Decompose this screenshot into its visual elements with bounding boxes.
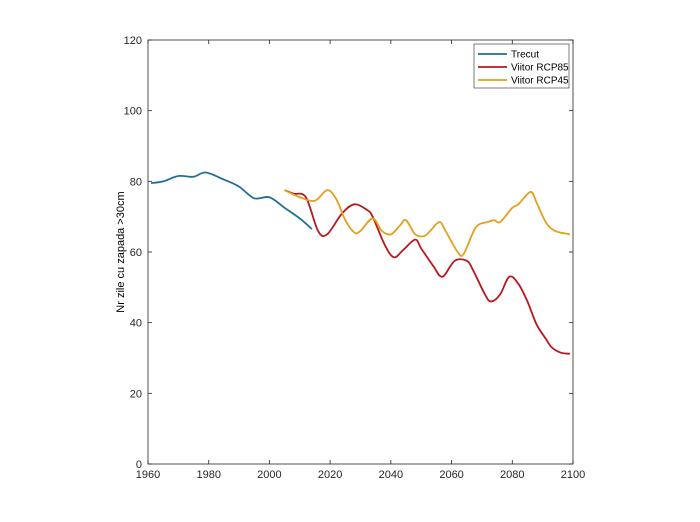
- legend-label: Viitor RCP45: [511, 76, 569, 87]
- legend: Trecut Viitor RCP85 Viitor RCP45: [473, 43, 570, 89]
- series-line-2: [284, 189, 571, 257]
- y-axis-label: Nr zile cu zapada >30cm: [115, 191, 127, 312]
- x-tick-label: 2080: [500, 469, 524, 481]
- plot-area: [147, 39, 574, 465]
- y-tick-label: 80: [130, 176, 142, 188]
- y-tick-label: 20: [130, 388, 142, 400]
- x-tick-label: 2000: [257, 469, 281, 481]
- series-line-1: [284, 189, 571, 355]
- legend-label: Trecut: [511, 50, 539, 61]
- y-tick-label: 60: [130, 247, 142, 259]
- x-tick-label: 1980: [196, 469, 220, 481]
- y-tick-label: 120: [124, 35, 142, 47]
- y-tick-label: 40: [130, 318, 142, 330]
- x-tick-label: 2040: [379, 469, 403, 481]
- series-line-0: [150, 171, 313, 230]
- legend-label: Viitor RCP85: [511, 63, 569, 74]
- x-tick-label: 2020: [318, 469, 342, 481]
- y-tick-label: 100: [124, 106, 142, 118]
- x-tick-label: 2060: [439, 469, 463, 481]
- x-tick-label: 2100: [561, 469, 585, 481]
- y-tick-label: 0: [136, 459, 142, 471]
- x-tick-label: 1960: [136, 469, 160, 481]
